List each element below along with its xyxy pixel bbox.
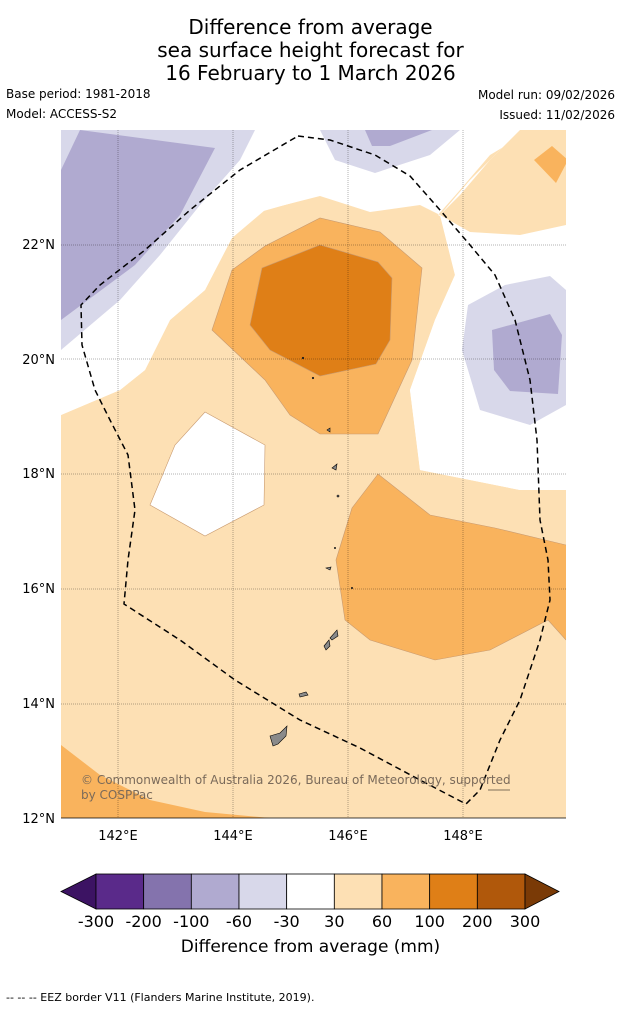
model-text: Model: ACCESS-S2	[6, 107, 118, 121]
colorbar-tick-label: -100	[173, 912, 209, 931]
colorbar-tick-label: -60	[226, 912, 252, 931]
map-area: © Commonwealth of Australia 2026, Bureau…	[61, 130, 566, 818]
colorbar-tick-label: 30	[324, 912, 344, 931]
island-guam	[269, 725, 288, 747]
colorbar-tick-label: -200	[126, 912, 162, 931]
lon-label-148: 148°E	[443, 829, 483, 844]
lat-label-22: 22°N	[22, 238, 55, 253]
colorbar-segment	[286, 873, 335, 910]
positive-60-100-southwest	[61, 745, 270, 818]
lon-label-146: 146°E	[328, 829, 368, 844]
lon-label-144: 144°E	[213, 829, 253, 844]
lat-label-20: 20°N	[22, 353, 55, 368]
graticule	[61, 130, 566, 818]
lat-label-12: 12°N	[22, 812, 55, 827]
chart-title: Difference from average sea surface heig…	[0, 16, 621, 85]
island-anatahan	[325, 566, 332, 571]
copyright-line-1: © Commonwealth of Australia 2026, Bureau…	[81, 773, 511, 787]
issued-text: Issued: 11/02/2026	[499, 108, 615, 122]
positive-northeast-fill	[440, 130, 566, 235]
island-guguan	[333, 546, 336, 549]
island-saipan	[329, 629, 339, 641]
colorbar-tick-label: -30	[274, 912, 300, 931]
colorbar-tick-label: 300	[510, 912, 541, 931]
colorbar-extend-min	[60, 873, 97, 910]
lon-label-142: 142°E	[98, 829, 138, 844]
title-line-3: 16 February to 1 March 2026	[165, 61, 456, 85]
lat-label-14: 14°N	[22, 697, 55, 712]
negative-60-100-north	[365, 130, 432, 146]
base-period-text: Base period: 1981-2018	[6, 87, 151, 101]
colorbar: -300 -200 -100 -60 -30 30 60 100 200 300	[60, 873, 560, 931]
colorbar-tick-label: -300	[78, 912, 114, 931]
colorbar-segment	[333, 873, 383, 910]
negative-30-60-north	[320, 130, 460, 173]
island-rota	[298, 691, 309, 698]
island-alamagan	[336, 494, 340, 498]
negative-60-100-west	[61, 130, 215, 320]
island-tinian	[323, 639, 331, 651]
island-asuncion	[326, 427, 331, 433]
colorbar-segment	[143, 873, 192, 910]
colorbar-segment	[190, 873, 240, 910]
positive-60-100-south-patch	[336, 474, 566, 660]
island-farallon-medinilla	[350, 586, 353, 589]
colorbar-tick-label: 200	[462, 912, 493, 931]
islands	[269, 356, 353, 747]
copyright-line-2: by COSPPac	[81, 788, 153, 802]
eez-border	[80, 135, 551, 805]
negative-60-100-east	[492, 314, 562, 394]
model-run-text: Model run: 09/02/2026	[477, 88, 615, 102]
colorbar-segment	[95, 873, 145, 910]
colorbar-tick-label: 100	[414, 912, 445, 931]
colorbar-segment	[238, 873, 288, 910]
positive-100-200-core	[250, 245, 392, 376]
colorbar-segment	[429, 873, 478, 910]
island-pagan	[331, 463, 338, 471]
contour-lines	[149, 217, 566, 661]
title-line-1: Difference from average	[188, 15, 433, 39]
colorbar-segment	[476, 873, 526, 910]
colorbar-extend-max	[524, 873, 560, 910]
latitude-labels: 22°N 20°N 18°N 16°N 14°N 12°N	[22, 238, 55, 827]
colorbar-label: Difference from average (mm)	[180, 937, 441, 957]
island-maug	[311, 376, 315, 380]
positive-northeast-patch	[534, 146, 566, 183]
colorbar-segment	[381, 873, 431, 910]
colorbar-tick-label: 60	[372, 912, 392, 931]
longitude-labels: 142°E 144°E 146°E 148°E	[98, 829, 483, 844]
island-uracas	[301, 356, 305, 360]
eez-footer-note: -- -- -- EEZ border V11 (Flanders Marine…	[6, 991, 315, 1004]
lat-label-18: 18°N	[22, 467, 55, 482]
title-line-2: sea surface height forecast for	[157, 38, 464, 62]
lat-label-16: 16°N	[22, 582, 55, 597]
